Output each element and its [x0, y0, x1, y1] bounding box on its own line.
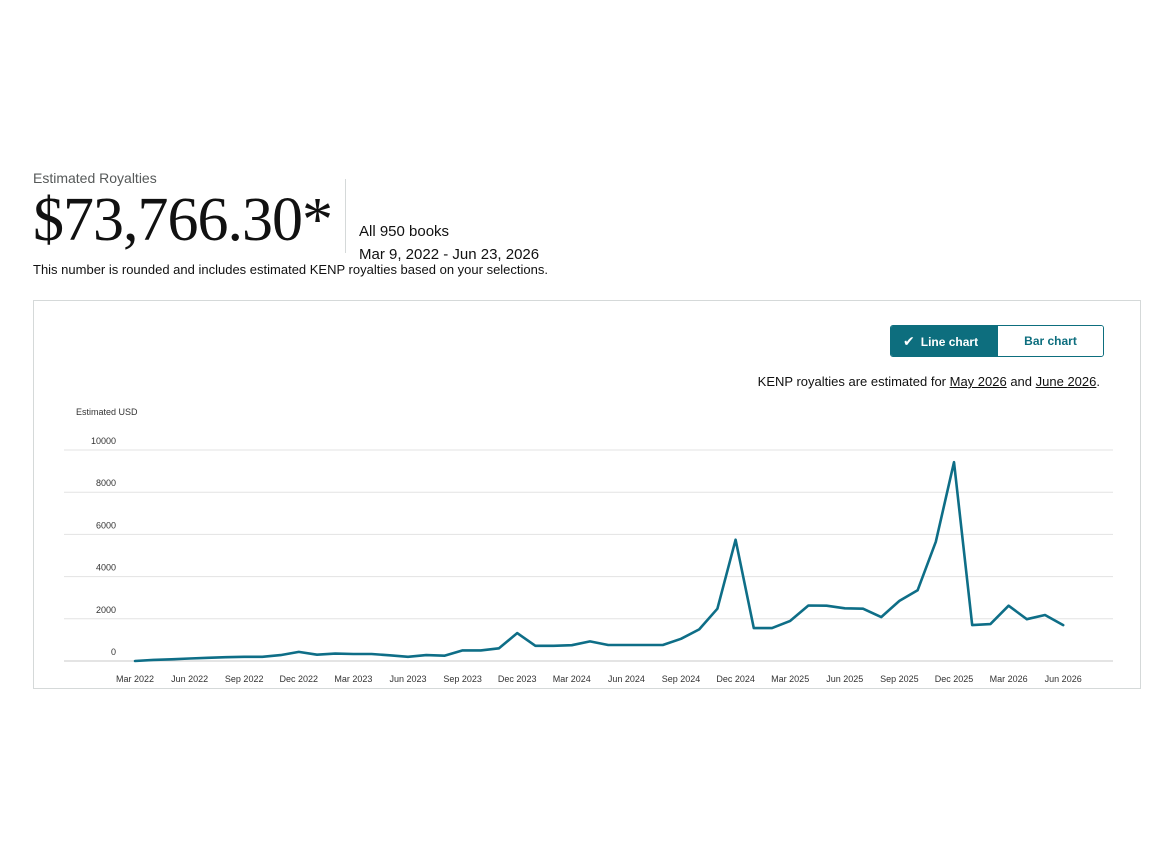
x-tick-label: Mar 2023: [334, 674, 372, 684]
rounding-note: This number is rounded and includes esti…: [33, 262, 548, 277]
summary-divider: [345, 179, 346, 253]
x-tick-label: Jun 2025: [826, 674, 863, 684]
x-tick-label: Dec 2023: [498, 674, 537, 684]
x-tick-label: Mar 2024: [553, 674, 591, 684]
x-tick-label: Dec 2022: [280, 674, 319, 684]
x-tick-label: Jun 2026: [1045, 674, 1082, 684]
royalties-series-line: [133, 460, 1065, 663]
x-tick-label: Mar 2026: [990, 674, 1028, 684]
royalties-line-chart: Estimated USD 0 2000 4000 6000 8000 10000 Mar 2…: [64, 407, 1113, 684]
line-chart-button[interactable]: ✔ Line chart: [891, 326, 998, 356]
kenp-month-link-june[interactable]: June 2026: [1035, 374, 1097, 389]
royalties-amount: $73,766.30*: [33, 186, 333, 254]
x-tick-label: Jun 2024: [608, 674, 645, 684]
royalties-summary: Estimated Royalties $73,766.30* All 950 …: [33, 169, 539, 266]
x-tick-label: Mar 2022: [116, 674, 154, 684]
y-tick-label: 6000: [96, 520, 116, 530]
kenp-estimate-note: KENP royalties are estimated for May 202…: [758, 374, 1100, 389]
amount-row: $73,766.30* All 950 books Mar 9, 2022 - …: [33, 179, 539, 266]
chart-panel: Estimated USD 0 2000 4000 6000 8000 10000 Mar 2…: [33, 300, 1141, 689]
line-chart-label: Line chart: [920, 335, 979, 349]
x-tick-label: Sep 2024: [662, 674, 701, 684]
kenp-note-prefix: KENP royalties are estimated for: [757, 374, 950, 389]
kenp-month-link-may[interactable]: May 2026: [949, 374, 1007, 389]
x-tick-label: Sep 2023: [443, 674, 482, 684]
x-tick-label: Sep 2025: [880, 674, 919, 684]
y-axis-title: Estimated USD: [76, 407, 138, 417]
estimated-royalties-label: Estimated Royalties: [33, 170, 157, 186]
kenp-note-suffix: .: [1096, 374, 1100, 389]
x-tick-label: Mar 2025: [771, 674, 809, 684]
check-icon: ✔: [903, 333, 915, 349]
kenp-note-and: and: [1006, 374, 1036, 389]
chart-type-toggle: ✔ Line chart Bar chart: [890, 325, 1104, 357]
y-tick-label: 8000: [96, 478, 116, 488]
y-tick-label: 4000: [96, 563, 116, 573]
summary-meta: All 950 books Mar 9, 2022 - Jun 23, 2026: [359, 220, 539, 266]
y-tick-label: 0: [111, 647, 116, 657]
x-tick-label: Dec 2024: [716, 674, 755, 684]
x-tick-label: Sep 2022: [225, 674, 264, 684]
y-tick-label: 2000: [96, 605, 116, 615]
date-range: Mar 9, 2022 - Jun 23, 2026: [359, 246, 540, 263]
x-tick-label: Jun 2023: [389, 674, 426, 684]
x-tick-label: Dec 2025: [935, 674, 974, 684]
x-tick-label: Jun 2022: [171, 674, 208, 684]
y-tick-label: 10000: [91, 436, 116, 446]
bar-chart-button[interactable]: Bar chart: [998, 326, 1103, 356]
books-selection: All 950 books: [359, 223, 450, 240]
